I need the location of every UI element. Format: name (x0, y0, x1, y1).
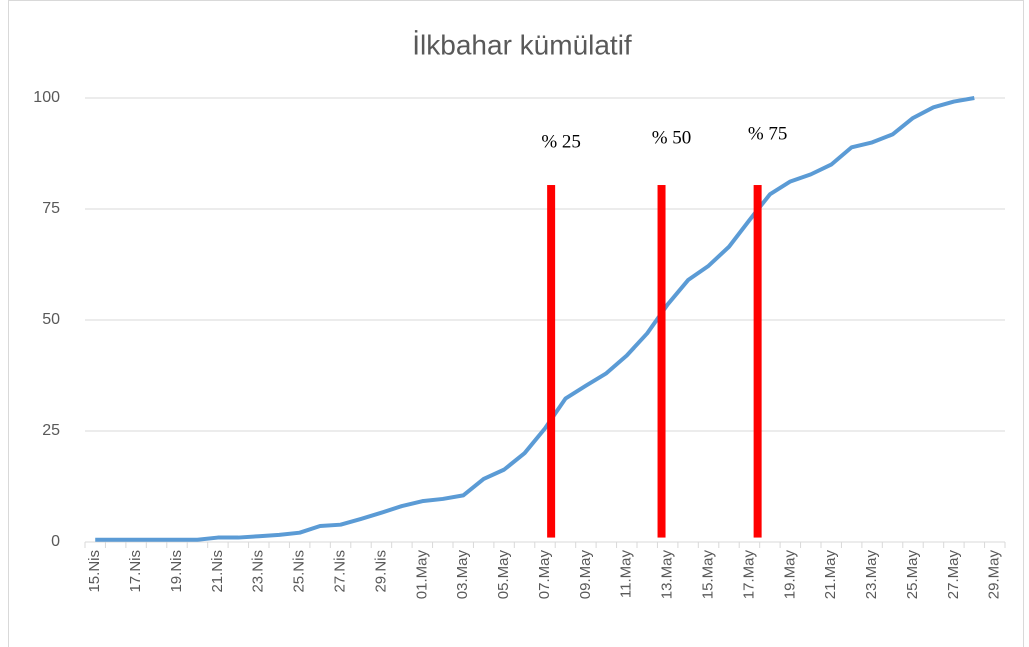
y-tick-label: 100 (33, 89, 60, 106)
x-tick-label: 13.May (659, 550, 676, 600)
marker-label: % 50 (652, 127, 692, 148)
y-tick-label: 50 (42, 311, 60, 328)
x-tick-label: 25.May (904, 550, 921, 600)
marker-bar (657, 185, 666, 538)
x-tick-label: 23.May (863, 550, 880, 600)
x-tick-label: 15.Nis (86, 550, 103, 593)
x-tick-label: 19.Nis (168, 550, 185, 593)
y-tick-label: 0 (51, 533, 60, 550)
y-tick-label: 75 (42, 200, 60, 217)
x-tick-label: 25.Nis (291, 550, 308, 593)
chart-title: İlkbahar kümülatif (412, 29, 632, 60)
x-tick-label: 15.May (700, 550, 717, 600)
x-tick-label: 29.Nis (372, 550, 389, 593)
x-tick-label: 27.May (945, 550, 962, 600)
x-tick-label: 21.Nis (209, 550, 226, 593)
data-line (95, 96, 975, 542)
marker-bar (547, 185, 556, 538)
marker-bar (753, 185, 762, 538)
x-tick-label: 11.May (618, 550, 635, 599)
marker-label: % 75 (748, 123, 788, 144)
x-tick-label: 23.Nis (250, 550, 267, 593)
marker-label: % 25 (541, 131, 581, 152)
x-tick-label: 09.May (577, 550, 594, 600)
x-tick-label: 17.Nis (127, 550, 144, 593)
x-tick-label: 03.May (454, 550, 471, 600)
x-tick-label: 19.May (781, 550, 798, 600)
x-tick-label: 17.May (740, 550, 757, 600)
x-tick-label: 27.Nis (332, 550, 349, 593)
x-tick-label: 07.May (536, 550, 553, 600)
x-tick-label: 21.May (822, 550, 839, 600)
x-tick-label: 01.May (413, 550, 430, 600)
y-tick-label: 25 (42, 422, 60, 439)
x-tick-label: 29.May (986, 550, 1003, 600)
x-tick-label: 05.May (495, 550, 512, 600)
